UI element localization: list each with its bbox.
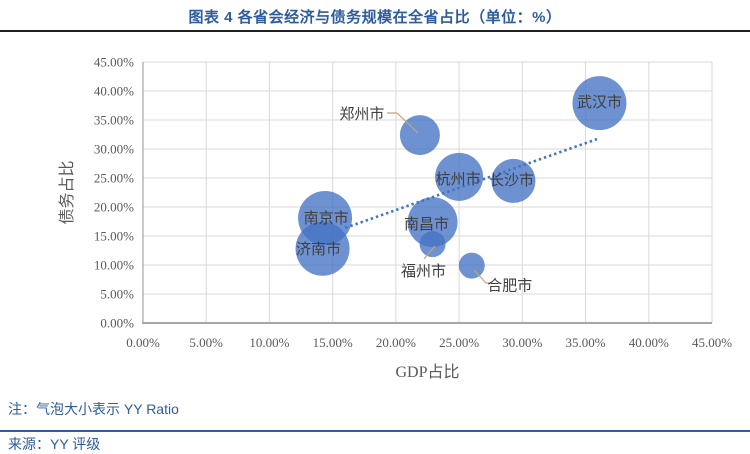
y-tick-label: 5.00% (100, 287, 134, 302)
y-tick-label: 40.00% (94, 84, 134, 99)
x-tick-label: 35.00% (566, 335, 606, 350)
city-label: 武汉市 (577, 94, 622, 111)
x-tick-label: 25.00% (439, 335, 479, 350)
y-axis-title: 债务占比 (58, 160, 76, 224)
x-tick-label: 20.00% (376, 335, 416, 350)
city-label: 合肥市 (487, 278, 532, 295)
chart-note: 注：气泡大小表示 YY Ratio (8, 401, 179, 417)
city-label: 南昌市 (404, 216, 449, 233)
bubble-chart: 45.00% 40.00% 35.00% 30.00% 25.00% 20.00% 15.0… (58, 55, 732, 382)
y-tick-label: 30.00% (94, 142, 134, 157)
bubble-8 (458, 252, 485, 279)
y-tick-label: 0.00% (100, 316, 134, 331)
x-tick-label: 0.00% (126, 335, 160, 350)
title-divider-rule (0, 30, 750, 32)
label-leader-line (473, 269, 492, 284)
y-tick-label: 25.00% (94, 171, 134, 186)
label-leader-line (423, 245, 436, 260)
x-tick-label: 45.00% (692, 335, 732, 350)
x-tick-label: 5.00% (189, 335, 223, 350)
chart-source: 来源：YY 评级 (8, 436, 101, 452)
x-tick-label: 30.00% (502, 335, 542, 350)
x-tick-label: 40.00% (629, 335, 669, 350)
y-tick-label: 10.00% (94, 258, 134, 273)
city-label: 南京市 (304, 210, 349, 227)
city-label: 杭州市 (436, 171, 481, 188)
label-leader-line (387, 112, 419, 134)
bubble-5 (295, 221, 350, 276)
x-tick-label: 15.00% (313, 335, 353, 350)
bubble-2 (435, 152, 484, 201)
figure-title: 图表 4 各省会经济与债务规模在全省占比（单位：%） (188, 9, 562, 26)
bubble-6 (407, 197, 458, 248)
footer-divider-rule (0, 430, 750, 432)
bubble-0 (572, 76, 627, 131)
city-label: 郑州市 (339, 106, 384, 123)
bubble-7 (419, 231, 446, 258)
x-tick-label: 10.00% (249, 335, 289, 350)
y-tick-label: 15.00% (94, 229, 134, 244)
x-axis-title: GDP占比 (395, 363, 459, 381)
y-tick-label: 35.00% (94, 113, 134, 128)
y-tick-label: 20.00% (94, 200, 134, 215)
y-tick-label: 45.00% (94, 55, 134, 70)
city-label: 济南市 (296, 241, 341, 258)
city-label: 长沙市 (489, 172, 534, 189)
trendline (344, 137, 598, 230)
city-label: 福州市 (401, 263, 446, 280)
bubble-3 (491, 158, 536, 203)
